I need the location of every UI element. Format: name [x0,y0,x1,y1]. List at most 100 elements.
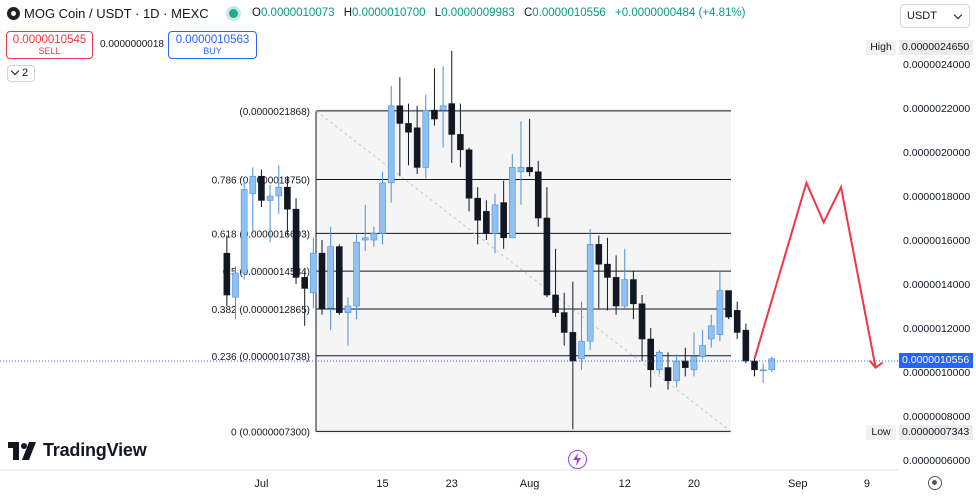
price-tick-label: 0.0000010000 [903,367,970,379]
candle-up [379,182,386,234]
symbol-title[interactable]: MOG Coin / USDT · 1D · MEXC [24,6,209,21]
candle-down [223,252,231,296]
price-tick-label: 0.0000020000 [903,147,970,159]
spread-value: 0.0000000018 [100,39,164,50]
price-tick-label: 0.0000024000 [903,59,970,71]
candle-down [301,277,309,289]
ohlc-open-value: 0.0000010073 [260,7,335,19]
fib-level-label: 0.618 (0.0000016603) [212,229,310,240]
price-axis[interactable]: 0.0000024000 0.0000022000 0.0000020000 0.00… [903,59,970,467]
price-tick-label: 0.0000006000 [903,455,970,467]
candle-down [543,217,551,296]
candle-down [431,109,438,120]
currency-value: USDT [907,10,937,22]
time-tick-label: 15 [376,478,388,490]
candle-down [500,202,507,239]
candle-down [733,310,741,333]
ohlc-high-label: H [343,7,353,19]
candle-up [353,241,360,307]
candle-up [716,290,724,335]
candle-down [647,338,655,371]
buy-price: 0.0000010563 [175,34,250,46]
candle-down [318,252,326,309]
ohlc-readout: O0.0000010073 H0.0000010700 L0.000000998… [252,7,752,19]
candle-up [249,175,257,195]
candle-down [612,277,620,307]
time-axis[interactable]: Jul1523Aug1220Sep923Oct [254,478,976,490]
candle-down [604,263,611,278]
time-tick-label: 20 [688,478,700,490]
time-tick-label: 9 [864,478,870,490]
candle-up [275,186,283,197]
currency-select[interactable]: USDT [900,4,970,28]
candlestick-series [223,50,776,430]
candle-down [474,197,482,221]
candle-down [630,279,637,305]
candle-down [284,186,291,210]
projection-path-line[interactable] [753,179,877,368]
sell-button[interactable]: 0.0000010545 SELL [6,31,93,59]
candle-down [569,332,577,362]
market-status-icon[interactable] [229,9,238,18]
candle-up [240,189,248,274]
candle-up [361,237,369,241]
buy-button[interactable]: 0.0000010563 BUY [168,31,257,59]
candle-down [448,103,456,135]
candle-up [673,360,680,382]
candle-down [725,290,732,318]
gear-icon[interactable] [928,476,942,490]
lightning-icon[interactable] [568,450,587,469]
candle-down [681,360,689,368]
projection-arrowhead [868,359,884,369]
fib-level-label: 0.236 (0.0000010738) [212,352,310,363]
candle-down [413,127,421,168]
candle-down [534,171,542,219]
candle-down [457,134,464,151]
candle-down [526,167,533,173]
sell-label: SELL [38,46,61,56]
ohlc-close-value: 0.0000010556 [532,7,606,19]
candle-up [491,204,499,234]
candle-up [266,195,274,201]
candle-up [310,252,317,294]
candle-up [508,167,516,239]
candle-up [621,279,629,307]
candle-down [664,367,672,382]
ohlc-close-label: C [523,7,533,19]
time-tick-label: Jul [254,478,268,490]
time-tick-label: 23 [446,478,458,490]
candle-up [690,356,698,371]
indicators-collapse-button[interactable]: 2 [7,65,35,82]
high-price-badge: 0.0000024650 [899,40,973,55]
price-tick-label: 0.0000016000 [903,235,970,247]
price-tick-label: 0.0000014000 [903,279,970,291]
high-label: High [866,40,896,55]
candle-up [656,351,663,371]
candle-up [370,233,378,241]
price-tick-label: 0.0000018000 [903,191,970,203]
fib-level-label: 0.382 (0.0000012865) [212,305,310,316]
candle-up [422,109,430,168]
candle-down [560,312,568,333]
indicator-count: 2 [22,67,29,79]
candle-down [595,244,603,265]
candle-up [578,340,585,360]
candle-down [396,105,404,124]
candle-up [344,305,352,313]
ohlc-change: +0.0000000484 (+4.81%) [615,7,746,19]
candle-up [586,244,594,342]
candle-down [258,175,265,201]
ohlc-high-value: 0.0000010700 [352,7,426,19]
coin-logo-icon [7,7,20,20]
fib-level-label: 0.5 (0.0000014584) [223,267,310,278]
time-tick-label: Sep [788,478,808,490]
fib-level-label: (0.0000021868) [239,107,310,118]
chevron-down-icon [10,66,20,76]
tradingview-logo: TradingView [43,440,147,460]
low-price-badge: 0.0000007343 [899,425,973,440]
projection-drawing[interactable] [753,179,884,369]
price-tick-label: 0.0000012000 [903,323,970,335]
candle-down [465,149,473,199]
time-tick-label: Aug [520,478,540,490]
